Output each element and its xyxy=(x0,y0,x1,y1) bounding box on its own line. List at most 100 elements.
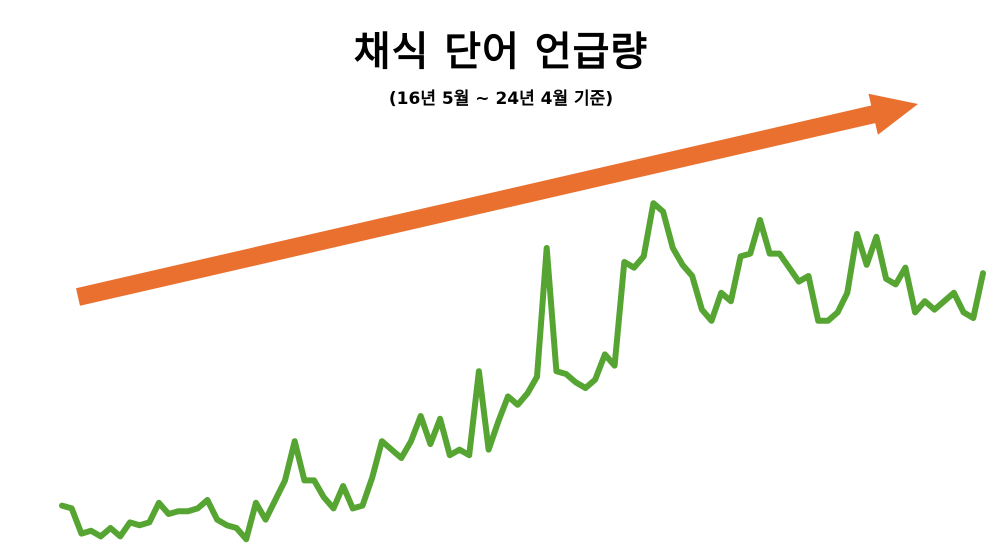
data-point-83 xyxy=(864,262,870,268)
data-point-61 xyxy=(650,200,656,206)
data-point-9 xyxy=(146,519,152,525)
data-point-26 xyxy=(311,477,317,483)
data-point-38 xyxy=(427,441,433,447)
data-point-12 xyxy=(175,508,181,514)
data-point-74 xyxy=(776,251,782,257)
data-point-7 xyxy=(127,519,133,525)
data-point-15 xyxy=(204,497,210,503)
data-point-33 xyxy=(379,438,385,444)
data-point-54 xyxy=(583,385,589,391)
data-point-44 xyxy=(486,447,492,453)
data-point-84 xyxy=(873,234,879,240)
data-point-21 xyxy=(263,517,269,523)
data-point-60 xyxy=(641,253,647,259)
data-point-30 xyxy=(350,505,356,511)
data-point-75 xyxy=(786,265,792,271)
data-point-90 xyxy=(932,307,938,313)
data-point-93 xyxy=(961,309,967,315)
data-point-89 xyxy=(922,298,928,304)
data-point-53 xyxy=(573,379,579,385)
data-point-47 xyxy=(515,402,521,408)
data-point-69 xyxy=(728,298,734,304)
data-point-28 xyxy=(331,505,337,511)
data-point-36 xyxy=(408,438,414,444)
data-point-20 xyxy=(253,500,259,506)
data-point-10 xyxy=(156,500,162,506)
data-point-63 xyxy=(670,245,676,251)
data-point-42 xyxy=(466,452,472,458)
data-point-76 xyxy=(796,279,802,285)
data-point-91 xyxy=(941,298,947,304)
data-point-81 xyxy=(844,290,850,296)
data-point-14 xyxy=(195,505,201,511)
data-point-0 xyxy=(59,503,65,509)
data-point-70 xyxy=(738,253,744,259)
data-point-43 xyxy=(476,368,482,374)
data-point-29 xyxy=(340,483,346,489)
data-point-16 xyxy=(214,517,220,523)
data-point-37 xyxy=(418,413,424,419)
data-point-18 xyxy=(234,525,240,531)
data-point-3 xyxy=(88,528,94,534)
data-point-5 xyxy=(108,525,114,531)
data-point-62 xyxy=(660,209,666,215)
data-point-23 xyxy=(282,477,288,483)
data-point-59 xyxy=(631,265,637,271)
chart-title: 채식 단어 언급량 xyxy=(353,29,649,75)
data-point-25 xyxy=(301,477,307,483)
data-point-32 xyxy=(369,475,375,481)
data-point-13 xyxy=(185,508,191,514)
data-point-27 xyxy=(321,494,327,500)
data-point-92 xyxy=(951,290,957,296)
data-point-77 xyxy=(806,273,812,279)
data-point-17 xyxy=(224,522,230,528)
data-point-45 xyxy=(495,419,501,425)
data-point-68 xyxy=(718,290,724,296)
data-point-35 xyxy=(398,455,404,461)
data-point-58 xyxy=(621,259,627,265)
data-point-39 xyxy=(437,416,443,422)
data-point-55 xyxy=(592,377,598,383)
data-point-19 xyxy=(243,536,249,542)
data-point-41 xyxy=(457,447,463,453)
data-point-72 xyxy=(757,217,763,223)
data-point-1 xyxy=(69,505,75,511)
data-point-22 xyxy=(272,497,278,503)
data-point-82 xyxy=(854,231,860,237)
data-point-73 xyxy=(767,251,773,257)
data-point-46 xyxy=(505,393,511,399)
data-point-94 xyxy=(970,315,976,321)
data-point-34 xyxy=(389,447,395,453)
data-point-95 xyxy=(980,270,986,276)
data-point-79 xyxy=(825,318,831,324)
data-point-88 xyxy=(912,309,918,315)
data-point-49 xyxy=(534,374,540,380)
data-point-85 xyxy=(883,276,889,282)
data-point-24 xyxy=(292,438,298,444)
data-point-67 xyxy=(709,318,715,324)
data-point-8 xyxy=(137,522,143,528)
data-point-86 xyxy=(893,281,899,287)
data-point-52 xyxy=(563,371,569,377)
data-point-40 xyxy=(447,452,453,458)
data-point-11 xyxy=(166,511,172,517)
data-point-64 xyxy=(680,262,686,268)
data-point-4 xyxy=(98,533,104,539)
data-point-78 xyxy=(815,318,821,324)
data-point-2 xyxy=(78,531,84,537)
data-point-87 xyxy=(902,265,908,271)
data-point-51 xyxy=(553,368,559,374)
trend-arrow xyxy=(76,93,918,306)
data-point-80 xyxy=(835,309,841,315)
data-point-50 xyxy=(544,245,550,251)
data-point-71 xyxy=(747,251,753,257)
data-point-66 xyxy=(699,307,705,313)
data-point-56 xyxy=(602,351,608,357)
data-point-65 xyxy=(689,273,695,279)
data-point-57 xyxy=(612,363,618,369)
data-point-31 xyxy=(360,503,366,509)
data-point-48 xyxy=(524,391,530,397)
series-line-0 xyxy=(59,200,986,543)
data-point-6 xyxy=(117,533,123,539)
